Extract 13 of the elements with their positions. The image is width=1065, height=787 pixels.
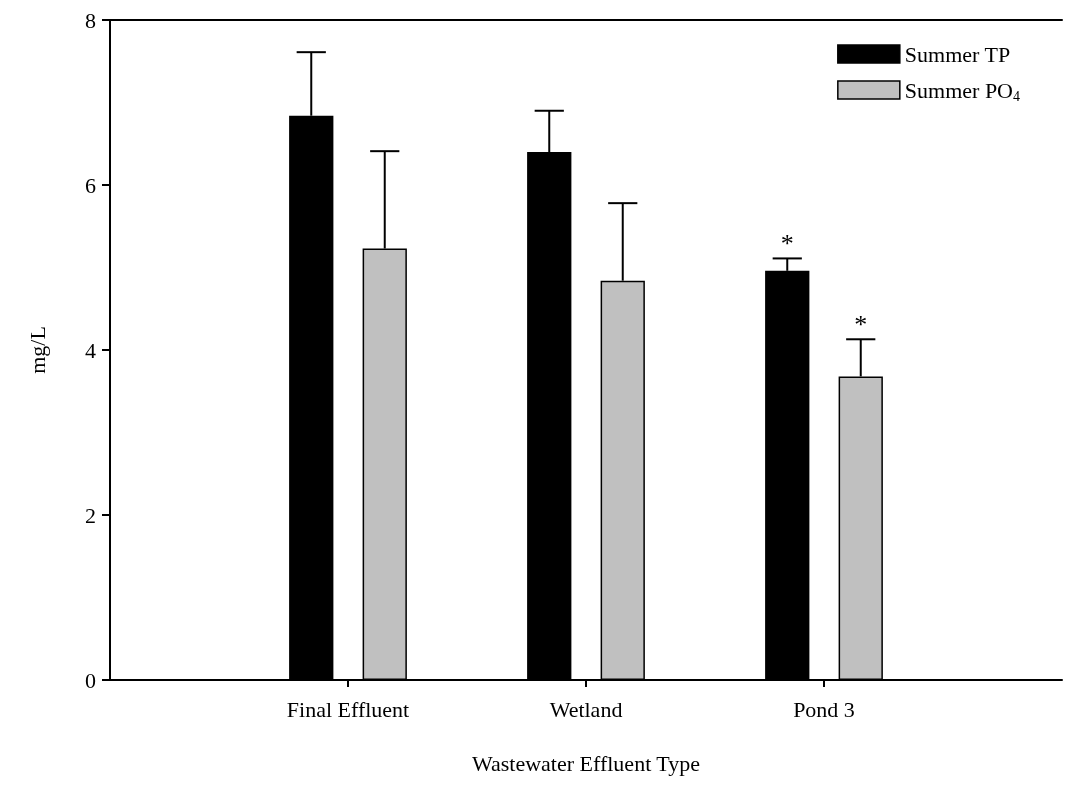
legend-label: Summer TP — [904, 41, 1011, 67]
x-tick-label: Pond 3 — [793, 696, 855, 722]
x-axis-title: Wastewater Effluent Type — [471, 750, 701, 776]
annotation: * — [854, 309, 868, 339]
y-tick-label: 8 — [85, 7, 96, 33]
y-tick-label: 0 — [85, 667, 96, 693]
y-tick-label: 4 — [85, 337, 96, 363]
x-tick-label: Wetland — [549, 696, 623, 722]
y-tick-label: 2 — [85, 502, 96, 528]
y-tick-label: 6 — [85, 172, 96, 198]
annotation: * — [780, 228, 794, 258]
x-tick-label: Final Effluent — [286, 696, 410, 722]
y-axis-title: mg/L — [24, 326, 50, 374]
